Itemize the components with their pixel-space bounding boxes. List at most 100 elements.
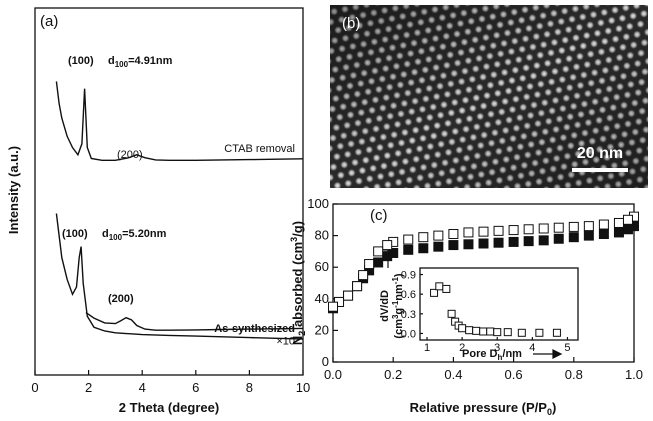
marker: [364, 259, 375, 270]
marker: [613, 227, 624, 238]
marker: [568, 221, 579, 232]
marker: [448, 240, 459, 251]
marker: [508, 236, 519, 247]
marker: [479, 327, 488, 336]
marker: [493, 237, 504, 248]
marker: [418, 232, 429, 243]
marker: [435, 282, 444, 291]
marker: [328, 301, 338, 312]
marker: [598, 229, 609, 240]
y-axis-label: dV/dD: [379, 290, 391, 322]
series-label: ×10: [276, 335, 295, 347]
marker: [583, 221, 594, 232]
y-tick-label: 20: [315, 322, 329, 337]
annotation: (100): [62, 228, 88, 240]
marker: [523, 236, 534, 247]
line-series: [55, 81, 304, 161]
x-tick-label: 8: [246, 380, 253, 395]
y-tick-label: 100: [307, 196, 329, 211]
x-tick-label: 2: [85, 380, 92, 395]
marker: [538, 223, 549, 234]
x-axis-label: Pore Dh/nm: [462, 348, 522, 362]
marker: [538, 235, 549, 246]
series-label: CTAB removal: [224, 143, 295, 155]
marker: [418, 243, 429, 254]
x-tick-label: 6: [192, 380, 199, 395]
marker: [430, 288, 439, 297]
marker: [493, 225, 504, 236]
marker: [553, 222, 564, 233]
tem-image: (b) 20 nm: [330, 5, 648, 188]
annotation: d100=5.20nm: [102, 228, 167, 242]
marker: [535, 328, 544, 337]
annotation: d100=4.91nm: [108, 55, 173, 69]
plot-frame: [332, 203, 635, 363]
y-tick-label: 40: [315, 291, 329, 306]
marker: [552, 328, 561, 337]
marker: [478, 238, 489, 249]
y-axis-label: N2 absorbed (cm3/g): [289, 221, 307, 345]
marker: [463, 239, 474, 250]
marker: [458, 324, 467, 333]
scale-bar-label: 20 nm: [577, 145, 623, 162]
marker: [613, 217, 624, 228]
marker: [448, 229, 459, 240]
x-axis-label: Relative pressure (P/P0): [410, 400, 557, 417]
marker: [433, 241, 444, 252]
x-tick-label: 1: [424, 342, 430, 354]
marker: [568, 232, 579, 243]
marker: [447, 309, 456, 318]
marker: [343, 290, 354, 301]
marker: [493, 328, 502, 337]
x-tick-label: 0.8: [565, 367, 583, 382]
y-tick-label: 80: [315, 228, 329, 243]
marker: [486, 327, 495, 336]
plot-frame: [34, 7, 304, 376]
y-tick-label: 0.6: [401, 289, 416, 301]
x-tick-label: 0.6: [505, 367, 523, 382]
panel-label: (a): [40, 13, 58, 30]
line-series: [55, 213, 304, 340]
y-tick-label: 0.3: [401, 309, 416, 321]
x-tick-label: 3: [494, 342, 500, 354]
marker: [352, 281, 363, 292]
marker: [403, 244, 414, 255]
annotation: (200): [108, 293, 134, 305]
y-axis-label: (cm3g-1nm-1): [391, 273, 405, 339]
marker: [382, 240, 393, 251]
x-tick-label: 0.0: [324, 367, 342, 382]
marker: [478, 226, 489, 237]
x-tick-label: 5: [564, 342, 570, 354]
marker: [598, 219, 609, 230]
x-tick-label: 0: [31, 380, 38, 395]
marker: [472, 326, 481, 335]
inset-frame: [419, 267, 579, 341]
marker: [373, 257, 384, 268]
marker: [463, 227, 474, 238]
y-tick-label: 0.9: [401, 270, 416, 282]
panel-label: (b): [342, 15, 360, 32]
y-tick-label: 0.0: [401, 328, 416, 340]
x-tick-label: 2: [459, 342, 465, 354]
x-tick-label: 10: [296, 380, 310, 395]
x-tick-label: 4: [529, 342, 535, 354]
y-axis-label: Intensity (a.u.): [6, 146, 21, 234]
marker: [622, 214, 633, 225]
marker: [508, 225, 519, 236]
marker: [465, 326, 474, 335]
marker: [403, 234, 414, 245]
x-tick-label: 0.2: [384, 367, 402, 382]
marker: [553, 233, 564, 244]
marker: [373, 246, 384, 257]
y-tick-label: 0: [322, 354, 329, 369]
x-axis-label: 2 Theta (degree): [119, 400, 219, 415]
marker: [358, 270, 369, 281]
panel-label: (c): [370, 207, 388, 224]
line-series: [85, 312, 304, 331]
marker: [517, 328, 526, 337]
marker: [583, 230, 594, 241]
marker: [442, 284, 451, 293]
x-tick-label: 0.4: [444, 367, 462, 382]
marker: [388, 247, 399, 258]
